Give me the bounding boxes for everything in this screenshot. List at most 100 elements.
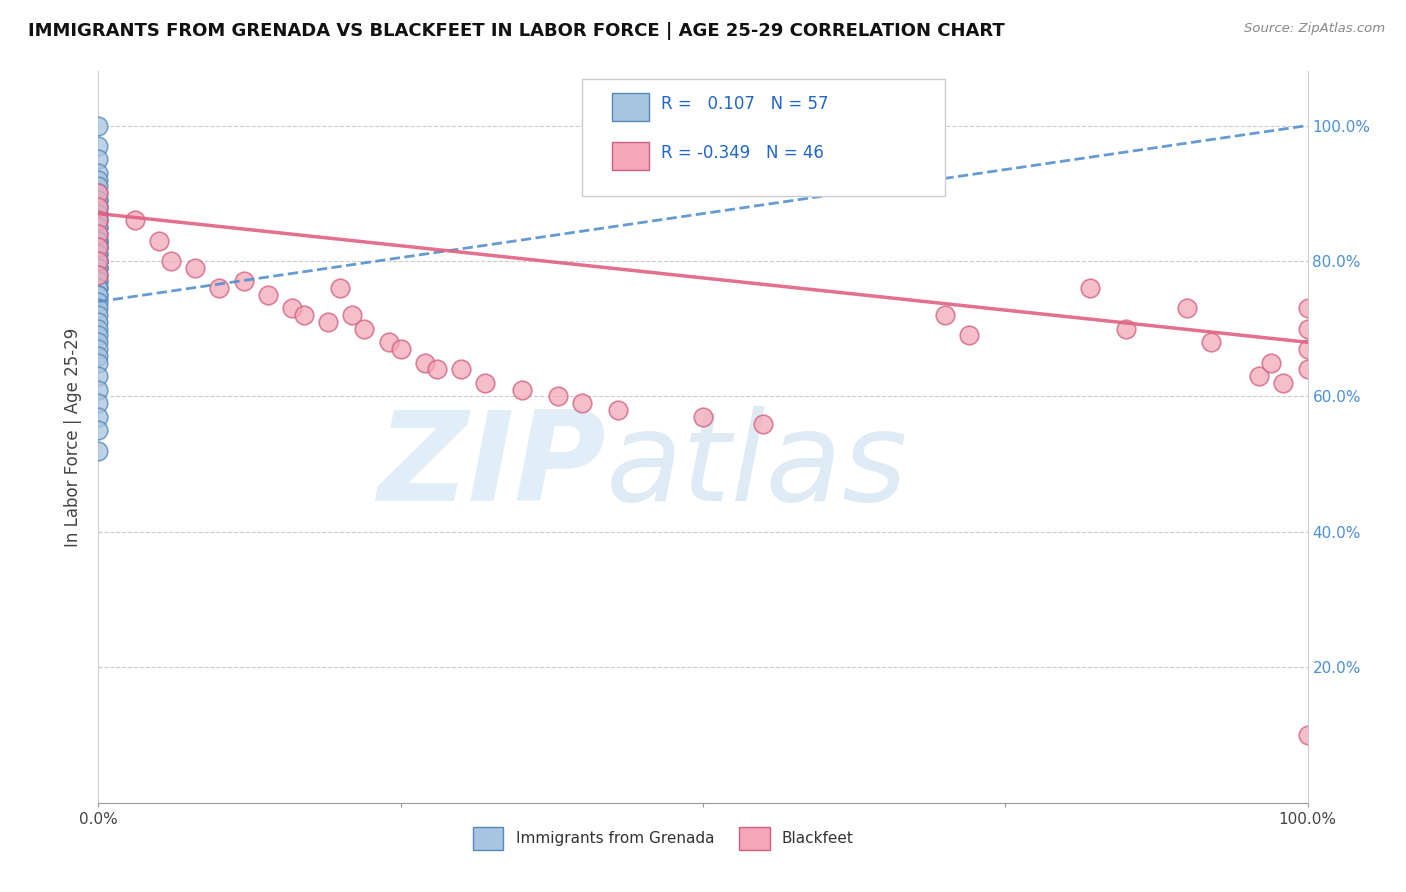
Point <box>87 423 110 437</box>
Point <box>1078 281 1101 295</box>
Point <box>510 383 533 397</box>
FancyBboxPatch shape <box>582 78 945 195</box>
Point <box>353 322 375 336</box>
Point <box>87 179 110 194</box>
FancyBboxPatch shape <box>474 827 503 850</box>
Point <box>87 281 110 295</box>
Point <box>87 247 110 261</box>
Point <box>87 274 110 288</box>
Y-axis label: In Labor Force | Age 25-29: In Labor Force | Age 25-29 <box>65 327 83 547</box>
Point <box>87 193 110 207</box>
Point <box>316 315 339 329</box>
Point <box>232 274 254 288</box>
Point <box>1199 335 1222 350</box>
Point <box>160 254 183 268</box>
Point <box>87 240 110 254</box>
Point <box>607 403 630 417</box>
Text: IMMIGRANTS FROM GRENADA VS BLACKFEET IN LABOR FORCE | AGE 25-29 CORRELATION CHAR: IMMIGRANTS FROM GRENADA VS BLACKFEET IN … <box>28 22 1005 40</box>
Point <box>87 227 110 241</box>
Point <box>426 362 449 376</box>
Point <box>1296 728 1319 742</box>
Point <box>87 268 110 282</box>
Point <box>342 308 364 322</box>
Point <box>292 308 315 322</box>
Point <box>87 186 110 201</box>
Point <box>87 335 110 350</box>
Point <box>87 234 110 248</box>
Point <box>87 220 110 235</box>
Point <box>692 409 714 424</box>
Point <box>957 328 980 343</box>
Point <box>87 260 110 275</box>
Point <box>281 301 304 316</box>
Point <box>87 206 110 220</box>
Point <box>87 396 110 410</box>
Point <box>1296 301 1319 316</box>
Point <box>87 247 110 261</box>
Point <box>377 335 399 350</box>
Point <box>1296 362 1319 376</box>
Point <box>87 234 110 248</box>
Point <box>87 328 110 343</box>
Point <box>87 254 110 268</box>
Point <box>1249 369 1271 384</box>
Point <box>87 172 110 186</box>
Text: Source: ZipAtlas.com: Source: ZipAtlas.com <box>1244 22 1385 36</box>
Text: R = -0.349   N = 46: R = -0.349 N = 46 <box>661 145 824 162</box>
Point <box>184 260 207 275</box>
Point <box>87 220 110 235</box>
Point <box>87 268 110 282</box>
Point <box>1175 301 1198 316</box>
Point <box>1115 322 1137 336</box>
Point <box>87 409 110 424</box>
Point <box>1296 322 1319 336</box>
Point <box>1296 342 1319 356</box>
Point <box>87 139 110 153</box>
Point <box>87 281 110 295</box>
Point <box>148 234 170 248</box>
Text: ZIP: ZIP <box>378 406 606 527</box>
Point <box>87 240 110 254</box>
Point <box>87 383 110 397</box>
Point <box>87 254 110 268</box>
Point <box>87 213 110 227</box>
Point <box>87 240 110 254</box>
Point <box>87 200 110 214</box>
Point <box>571 396 593 410</box>
Point <box>87 153 110 167</box>
Text: Immigrants from Grenada: Immigrants from Grenada <box>516 831 714 847</box>
Point <box>87 294 110 309</box>
Point <box>124 213 146 227</box>
Point <box>87 355 110 369</box>
Point <box>87 260 110 275</box>
Point <box>87 268 110 282</box>
Point <box>1260 355 1282 369</box>
Point <box>752 417 775 431</box>
Point <box>329 281 352 295</box>
Point <box>87 193 110 207</box>
Point <box>450 362 472 376</box>
Point <box>87 227 110 241</box>
Point <box>87 443 110 458</box>
Point <box>87 200 110 214</box>
Text: atlas: atlas <box>606 406 908 527</box>
Point <box>87 315 110 329</box>
Text: R =   0.107   N = 57: R = 0.107 N = 57 <box>661 95 828 113</box>
Point <box>87 206 110 220</box>
Point <box>87 227 110 241</box>
Point <box>87 342 110 356</box>
Text: Blackfeet: Blackfeet <box>782 831 853 847</box>
FancyBboxPatch shape <box>613 94 648 121</box>
Point <box>87 308 110 322</box>
Point <box>87 240 110 254</box>
Point <box>87 288 110 302</box>
Point <box>87 322 110 336</box>
Point <box>87 301 110 316</box>
Point <box>87 213 110 227</box>
Point <box>87 254 110 268</box>
Point <box>87 234 110 248</box>
Point <box>87 200 110 214</box>
Point <box>87 254 110 268</box>
Point <box>87 349 110 363</box>
Point <box>256 288 278 302</box>
